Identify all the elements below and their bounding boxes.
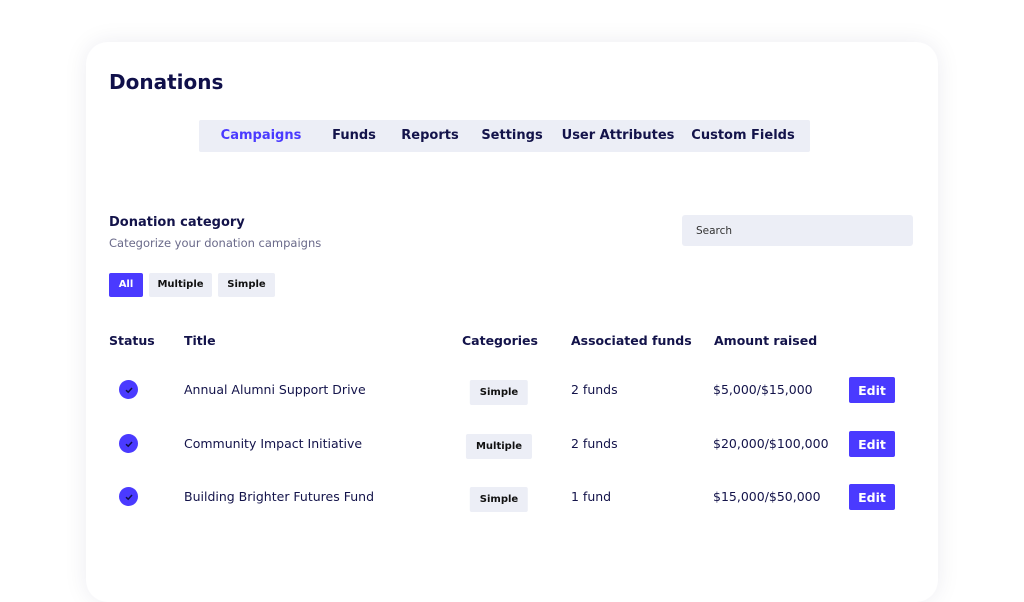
tab-custom-fields[interactable]: Custom Fields (691, 128, 795, 143)
header-associated-funds: Associated funds (571, 333, 692, 348)
category-badge: Simple (469, 380, 529, 405)
amount-raised: $5,000/$15,000 (713, 382, 813, 397)
header-status: Status (109, 333, 155, 348)
amount-raised: $15,000/$50,000 (713, 489, 821, 504)
associated-funds: 2 funds (571, 436, 618, 451)
edit-button[interactable]: Edit (849, 431, 895, 457)
filter-multiple-button[interactable]: Multiple (149, 273, 212, 297)
filter-simple-button[interactable]: Simple (218, 273, 275, 297)
edit-button[interactable]: Edit (849, 377, 895, 403)
tab-reports[interactable]: Reports (401, 128, 459, 143)
tab-funds[interactable]: Funds (332, 128, 376, 143)
category-badge: Multiple (465, 434, 533, 459)
tab-settings[interactable]: Settings (481, 128, 543, 143)
header-categories: Categories (462, 333, 538, 348)
section-subtitle: Categorize your donation campaigns (109, 236, 322, 250)
filter-all-button[interactable]: All (109, 273, 143, 297)
header-amount-raised: Amount raised (714, 333, 818, 348)
check-icon (119, 434, 138, 453)
row-title: Building Brighter Futures Fund (184, 489, 375, 504)
amount-raised: $20,000/$100,000 (713, 436, 829, 451)
search-input[interactable] (682, 215, 913, 246)
page-title: Donations (109, 70, 224, 94)
header-title: Title (184, 333, 216, 348)
associated-funds: 1 fund (571, 489, 612, 504)
tab-campaigns[interactable]: Campaigns (220, 128, 302, 143)
edit-button[interactable]: Edit (849, 484, 895, 510)
tab-user-attributes[interactable]: User Attributes (561, 128, 675, 143)
row-title: Annual Alumni Support Drive (184, 382, 366, 397)
tab-bar: Campaigns Funds Reports Settings User At… (199, 120, 810, 152)
check-icon (119, 380, 138, 399)
check-icon (119, 487, 138, 506)
category-badge: Simple (469, 487, 529, 512)
section-title: Donation category (109, 215, 245, 230)
associated-funds: 2 funds (571, 382, 618, 397)
row-title: Community Impact Initiative (184, 436, 363, 451)
